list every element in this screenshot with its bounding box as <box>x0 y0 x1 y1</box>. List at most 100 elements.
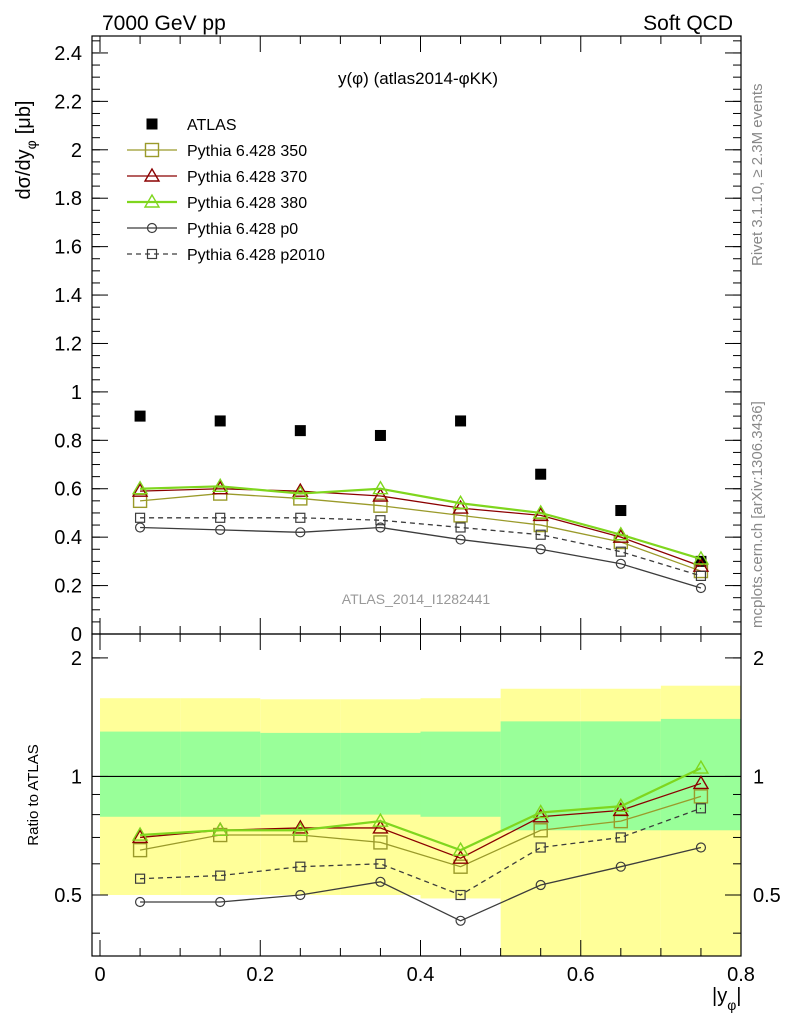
data-point-pythia-6-428-380 <box>211 477 229 493</box>
data-point-pythia-6-428-p0 <box>215 896 226 908</box>
data-point-pythia-6-428-380 <box>692 759 710 774</box>
legend-marker-pythia-6-428-p2010 <box>146 248 158 260</box>
series-line-pythia-6-428-380 <box>140 767 702 852</box>
data-point-pythia-6-428-370 <box>131 829 149 844</box>
data-point-pythia-6-428-380 <box>532 504 549 519</box>
data-point-pythia-6-428-380 <box>372 480 389 495</box>
ratio-y-axis-label: Ratio to ATLAS <box>25 744 42 845</box>
xlabel-close: | <box>736 985 741 1007</box>
data-point-pythia-6-428-370 <box>452 849 469 864</box>
ratio-series-group <box>131 759 710 926</box>
data-point-pythia-6-428-p2010 <box>295 861 306 872</box>
xlabel-sub: φ <box>727 997 736 1013</box>
data-point-pythia-6-428-380 <box>292 485 309 500</box>
data-point-pythia-6-428-p2010 <box>695 803 707 814</box>
x-tick-label: 0 <box>94 964 105 986</box>
data-point-pythia-6-428-380 <box>532 804 549 819</box>
data-point-pythia-6-428-350 <box>132 842 148 858</box>
series-line-pythia-6-428-p2010 <box>140 517 702 577</box>
data-point-atlas <box>615 505 627 517</box>
main-series-group <box>131 410 710 594</box>
data-point-pythia-6-428-380 <box>452 841 469 856</box>
x-tick-label: 0.4 <box>407 964 435 986</box>
data-point-atlas <box>455 415 467 427</box>
ratio-y-tick-label: 2 <box>71 648 82 670</box>
data-point-pythia-6-428-370 <box>452 499 469 514</box>
main-axis-ticks: 0 0.2 0.4 0.6 0.8 1 1.2 1.4 1.6 1.8 2 2.2 2.4 <box>54 36 742 646</box>
data-point-pythia-6-428-350 <box>373 835 388 850</box>
data-point-pythia-6-428-380 <box>292 821 309 836</box>
data-point-pythia-6-428-p2010 <box>134 512 146 523</box>
data-point-pythia-6-428-p2010 <box>615 832 626 843</box>
legend-marker-pythia-6-428-p0 <box>146 222 158 234</box>
data-point-pythia-6-428-380 <box>452 494 469 509</box>
data-point-pythia-6-428-p0 <box>295 889 306 901</box>
data-point-pythia-6-428-370 <box>612 802 630 817</box>
data-point-pythia-6-428-p2010 <box>215 870 226 881</box>
data-point-pythia-6-428-p2010 <box>455 889 466 901</box>
data-point-pythia-6-428-p0 <box>695 582 707 594</box>
data-point-atlas <box>134 410 146 422</box>
data-point-pythia-6-428-370 <box>372 819 389 834</box>
legend-marker-pythia-6-428-370 <box>143 167 161 182</box>
series-line-pythia-6-428-p2010 <box>140 807 702 896</box>
legend-marker-atlas <box>146 118 158 130</box>
main-panel: 0 0.2 0.4 0.6 0.8 1 1.2 1.4 1.6 1.8 2 2.2 2.4 y(φ) (… <box>13 35 742 646</box>
main-y-tick-label: 0 <box>71 624 82 646</box>
main-y-tick-label: 2.2 <box>54 91 82 113</box>
ratio-y-tick-label: 0.5 <box>54 885 82 907</box>
x-tick-label: 0.6 <box>567 964 595 986</box>
data-point-atlas <box>695 555 707 567</box>
ratio-y-tick-label: 1 <box>71 766 82 788</box>
series-line-pythia-6-428-380 <box>140 485 702 561</box>
data-point-pythia-6-428-p2010 <box>215 512 226 523</box>
main-y-tick-label: 0.4 <box>54 527 82 549</box>
data-point-pythia-6-428-370 <box>131 482 149 497</box>
ratio-panel: 0.5 0.5 1 1 2 2 0 0.2 0.4 0.6 0.8 Ratio to ATLAS |… <box>25 633 781 1013</box>
green-band-bin <box>260 732 341 815</box>
legend-marker-pythia-6-428-380 <box>143 193 161 208</box>
data-point-pythia-6-428-p0 <box>455 915 466 926</box>
series-line-pythia-6-428-p0 <box>140 526 702 589</box>
legend: ATLAS Pythia 6.428 350 Pythia 6.428 370 Pyt… <box>127 117 325 264</box>
legend-label-atlas: ATLAS <box>187 117 237 134</box>
series-line-pythia-6-428-350 <box>140 492 702 572</box>
main-y-tick-label: 1.2 <box>54 333 82 355</box>
main-y-tick-label: 2.4 <box>54 43 82 65</box>
data-point-atlas <box>214 415 226 427</box>
main-y-tick-label: 1 <box>71 382 82 404</box>
data-point-pythia-6-428-p0 <box>375 876 386 887</box>
main-y-tick-label: 0.8 <box>54 430 82 452</box>
legend-label-pythia-6-428-350: Pythia 6.428 350 <box>187 143 307 160</box>
main-y-tick-label: 1.4 <box>54 285 82 307</box>
data-point-pythia-6-428-p2010 <box>615 546 626 557</box>
main-ylabel-sub: φ <box>23 140 39 149</box>
main-y-tick-label: 2 <box>71 140 82 162</box>
data-point-pythia-6-428-p0 <box>535 879 546 891</box>
header-category: Soft QCD <box>643 12 733 35</box>
data-point-pythia-6-428-p2010 <box>535 842 546 853</box>
data-point-pythia-6-428-p0 <box>455 534 466 545</box>
legend-label-pythia-6-428-p2010: Pythia 6.428 p2010 <box>187 247 325 264</box>
data-point-pythia-6-428-p2010 <box>375 515 386 526</box>
data-point-pythia-6-428-p2010 <box>375 858 386 869</box>
green-band-bin <box>580 721 661 831</box>
data-point-pythia-6-428-370 <box>692 775 710 790</box>
data-point-atlas <box>294 425 306 437</box>
data-point-pythia-6-428-p0 <box>134 522 146 533</box>
data-point-pythia-6-428-350 <box>613 813 629 829</box>
green-band-bin <box>660 718 741 831</box>
ratio-y-tick-label-right: 1 <box>753 766 764 788</box>
ratio-y-tick-label-right: 0.5 <box>753 885 781 907</box>
series-line-pythia-6-428-370 <box>140 488 702 567</box>
main-y-tick-label: 0.6 <box>54 479 82 501</box>
header-energy: 7000 GeV pp <box>102 12 226 35</box>
green-band-bin <box>100 731 181 817</box>
series-line-pythia-6-428-p0 <box>140 846 702 922</box>
ratio-uncertainty-bands <box>100 685 741 956</box>
data-point-pythia-6-428-p2010 <box>134 873 146 884</box>
main-y-tick-label: 1.6 <box>54 237 82 259</box>
series-line-pythia-6-428-350 <box>139 795 702 868</box>
data-point-pythia-6-428-380 <box>612 797 630 812</box>
legend-label-pythia-6-428-380: Pythia 6.428 380 <box>187 195 307 212</box>
